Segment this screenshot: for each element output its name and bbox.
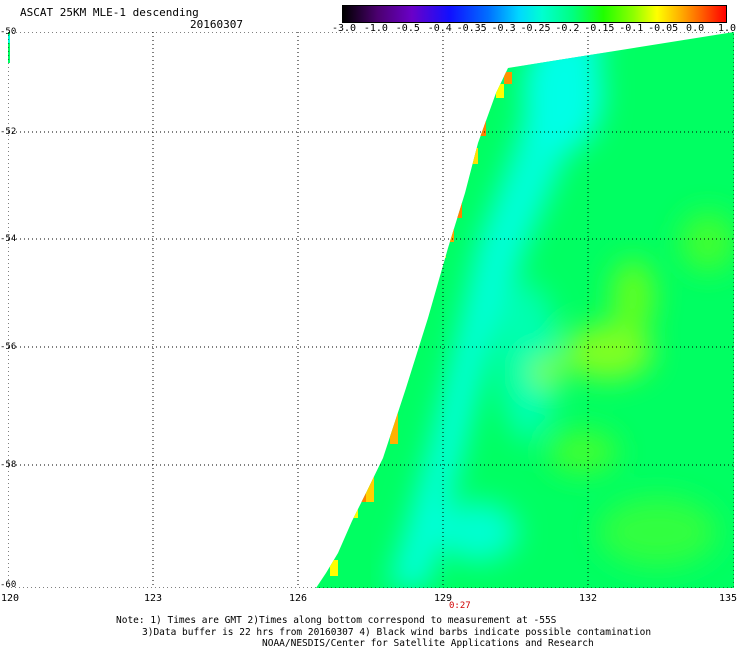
lon-tick-label: 135 (718, 593, 738, 604)
note-line-2: 3)Data buffer is 22 hrs from 20160307 4)… (142, 627, 652, 638)
color-scale-tick-label: -0.25 (520, 23, 551, 34)
color-scale-tick-label: -0.2 (555, 23, 580, 34)
map-date: 20160307 (190, 18, 243, 31)
swath-blobs (388, 32, 734, 588)
lat-tick-label: -56 (0, 342, 17, 352)
color-scale-tick-label: -0.4 (427, 23, 452, 34)
lon-tick-label: 132 (578, 593, 598, 604)
pass-time-label: 0:27 (449, 601, 471, 611)
color-scale-bar (342, 5, 727, 23)
color-scale-tick-label: 0.0 (686, 23, 705, 34)
lat-tick-label: -52 (0, 127, 17, 137)
lat-tick-label: -60 (0, 580, 17, 590)
color-scale-tick-label: -0.35 (456, 23, 487, 34)
color-scale-tick-label: -1.0 (363, 23, 388, 34)
color-scale-tick-label: -0.5 (395, 23, 420, 34)
lon-tick-label: 120 (0, 593, 20, 604)
lat-tick-label: -58 (0, 460, 17, 470)
swath-map (8, 32, 734, 588)
color-scale-tick-label: -0.15 (584, 23, 615, 34)
lat-tick-label: -50 (0, 27, 17, 37)
color-scale-tick-label: -0.3 (491, 23, 516, 34)
color-scale-tick-label: -0.1 (619, 23, 644, 34)
graticule (8, 32, 734, 588)
lon-tick-label: 123 (143, 593, 163, 604)
color-scale-tick-label: -3.0 (331, 23, 357, 34)
lat-tick-label: -54 (0, 234, 17, 244)
note-line-3: NOAA/NESDIS/Center for Satellite Applica… (262, 638, 594, 649)
wind-swath (8, 32, 734, 588)
map-title: ASCAT 25KM MLE-1 descending (20, 6, 199, 19)
lon-tick-label: 129 (433, 593, 453, 604)
color-scale-labels: -3.0 -1.0 -0.5 -0.4 -0.35 -0.3 -0.25 -0.2 -0.15-… (332, 23, 737, 35)
note-line-1: Note: 1) Times are GMT 2)Times along bot… (116, 615, 557, 626)
lon-tick-label: 126 (288, 593, 308, 604)
color-scale-tick-label: 1.0 (717, 23, 737, 34)
color-scale-tick-label: -0.05 (648, 23, 679, 34)
